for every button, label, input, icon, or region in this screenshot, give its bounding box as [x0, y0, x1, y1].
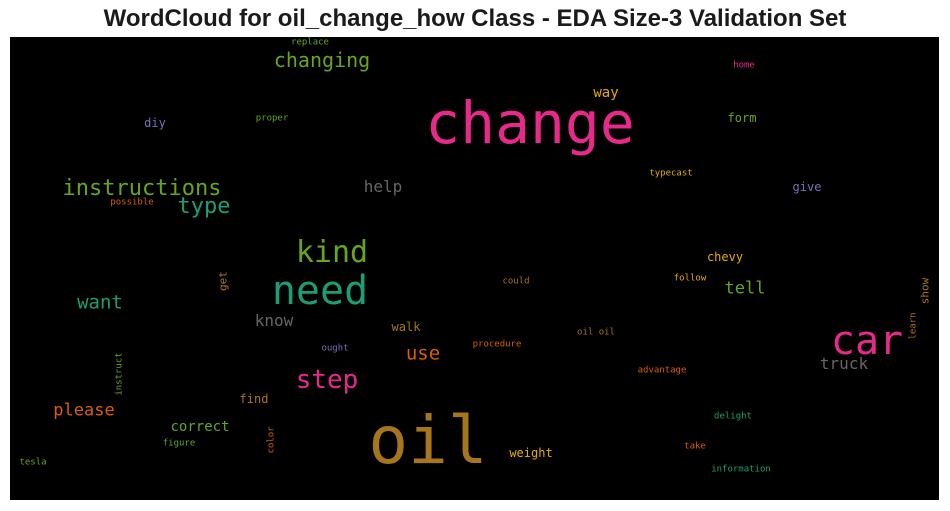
cloud-word: correct — [170, 419, 230, 435]
cloud-word: follow — [673, 273, 707, 284]
cloud-word: instruct — [114, 352, 125, 396]
cloud-word: tesla — [19, 457, 47, 468]
cloud-word: type — [177, 194, 231, 219]
cloud-word: oil oil — [577, 327, 615, 338]
cloud-word: change — [425, 89, 635, 157]
cloud-word: replace — [291, 37, 329, 48]
cloud-word: show — [918, 277, 932, 305]
wordcloud-canvas: change oil need car kind instructions step type… — [10, 37, 939, 500]
cloud-word: color — [266, 426, 277, 454]
cloud-word: learn — [908, 312, 919, 340]
cloud-word: figure — [162, 438, 196, 449]
cloud-word: way — [593, 85, 619, 101]
cloud-word: walk — [391, 320, 421, 334]
cloud-word: information — [711, 464, 771, 475]
cloud-word: give — [792, 180, 822, 194]
cloud-word: tell — [724, 278, 766, 299]
cloud-word: could — [502, 276, 530, 287]
cloud-word: use — [405, 342, 441, 365]
cloud-word: want — [77, 291, 123, 314]
cloud-word: delight — [714, 411, 752, 422]
cloud-word: take — [684, 441, 706, 452]
cloud-word: instructions — [62, 176, 222, 201]
cloud-word: get — [216, 271, 230, 291]
cloud-word: ought — [321, 343, 349, 354]
cloud-word: procedure — [472, 339, 522, 350]
cloud-word: diy — [144, 116, 166, 130]
cloud-word: truck — [819, 354, 869, 373]
cloud-word: form — [727, 111, 757, 125]
cloud-word: changing — [273, 48, 371, 72]
cloud-word: advantage — [637, 365, 687, 376]
cloud-word: car — [830, 318, 904, 364]
cloud-word: know — [254, 311, 294, 330]
figure-title: WordCloud for oil_change_how Class - EDA… — [103, 5, 847, 32]
cloud-word: proper — [255, 113, 289, 124]
cloud-word: oil — [368, 402, 488, 479]
cloud-word: home — [733, 60, 755, 71]
cloud-word: chevy — [706, 250, 744, 264]
cloud-word: help — [363, 177, 403, 196]
cloud-word: possible — [110, 197, 154, 208]
cloud-word: kind — [295, 235, 369, 270]
cloud-word: typecast — [649, 168, 693, 179]
cloud-word: weight — [509, 446, 553, 460]
cloud-word: need — [271, 268, 369, 314]
cloud-word: step — [295, 365, 359, 395]
cloud-word: please — [53, 400, 115, 421]
cloud-word: find — [239, 392, 269, 406]
